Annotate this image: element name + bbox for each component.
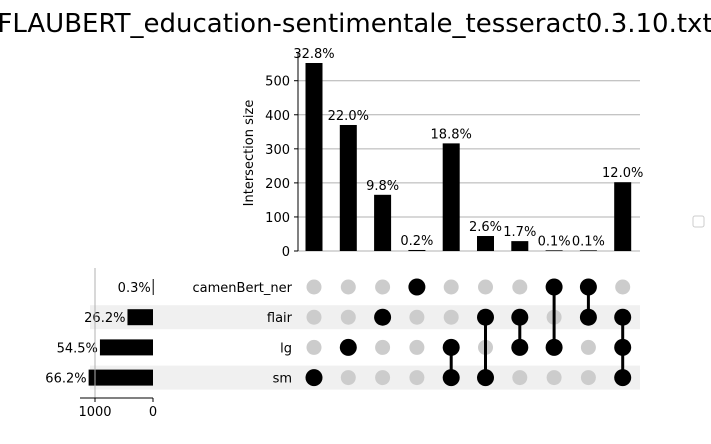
intersection-bar — [614, 182, 632, 251]
inactive-dot — [443, 279, 459, 295]
set-size-bar — [152, 279, 154, 295]
inactive-dot — [409, 339, 425, 355]
y-tick-label: 0 — [282, 245, 290, 260]
bar-percent-label: 12.0% — [602, 166, 643, 181]
active-dot — [374, 308, 392, 326]
y-axis-label: Intersection size — [242, 100, 257, 207]
intersection-bar — [339, 124, 357, 251]
set-size-bar — [99, 339, 153, 356]
inactive-dot — [512, 370, 528, 386]
active-dot — [408, 278, 426, 296]
set-size-percent-label: 54.5% — [57, 341, 98, 356]
intersection-bar — [442, 143, 460, 251]
inactive-dot — [512, 279, 528, 295]
intersection-bar — [545, 250, 563, 251]
y-tick-label: 400 — [265, 109, 290, 124]
set-label: lg — [280, 341, 292, 356]
set-label: camenBert_ner — [193, 281, 293, 296]
inactive-dot — [306, 279, 322, 295]
set-size-percent-label: 26.2% — [84, 311, 125, 326]
active-dot — [339, 338, 357, 356]
inactive-dot — [375, 370, 391, 386]
inactive-dot — [306, 309, 322, 325]
inactive-dot — [375, 339, 391, 355]
intersection-bar — [579, 250, 597, 251]
intersection-bar — [511, 241, 529, 251]
set-size-tick-label: 1000 — [78, 405, 111, 420]
bar-percent-label: 2.6% — [469, 220, 502, 235]
inactive-dot — [306, 339, 322, 355]
set-size-bar — [127, 309, 153, 326]
set-size-percent-label: 0.3% — [118, 281, 151, 296]
inactive-dot — [340, 279, 356, 295]
intersection-bar — [408, 249, 426, 251]
set-size-bar — [88, 369, 153, 386]
bar-percent-label: 0.1% — [538, 234, 571, 249]
inactive-dot — [478, 279, 493, 295]
active-dot — [305, 369, 323, 387]
intersection-bar — [477, 236, 494, 251]
set-size-tick-label: 0 — [149, 405, 157, 420]
y-tick-label: 200 — [265, 177, 290, 192]
bar-percent-label: 22.0% — [328, 109, 369, 124]
inactive-dot — [409, 370, 425, 386]
intersection-bar — [374, 194, 392, 251]
set-label: flair — [267, 311, 293, 326]
inactive-dot — [340, 309, 356, 325]
intersection-bar — [305, 63, 323, 251]
chart-title: FLAUBERT_education-sentimentale_tesserac… — [0, 9, 711, 39]
intersection-bars: 32.8%22.0%9.8%0.2%18.8%2.6% 1.7%0.1% 0.1%1… — [293, 47, 643, 251]
inactive-dot — [340, 370, 356, 386]
bar-percent-label: 32.8% — [293, 47, 334, 62]
y-axis: 0 100 200 300 400 500 — [265, 52, 299, 260]
y-tick-label: 100 — [265, 211, 290, 226]
y-tick-label: 300 — [265, 143, 290, 158]
intersection-matrix — [305, 278, 632, 387]
bar-percent-label: 1.7% — [503, 225, 536, 240]
y-tick-label: 500 — [265, 75, 290, 90]
bar-percent-label: 0.1% — [572, 234, 605, 249]
bar-percent-label: 9.8% — [366, 179, 399, 194]
bar-percent-label: 0.2% — [400, 234, 433, 249]
inactive-dot — [375, 279, 391, 295]
inactive-dot — [580, 339, 596, 355]
inactive-dot — [615, 279, 631, 295]
inactive-dot — [409, 309, 425, 325]
inactive-dot — [580, 370, 596, 386]
inactive-dot — [546, 370, 562, 386]
legend-box — [692, 215, 705, 228]
bar-percent-label: 18.8% — [431, 127, 472, 142]
inactive-dot — [443, 309, 459, 325]
set-label: sm — [273, 372, 292, 387]
set-size-bars: 0.3% 26.2% 54.5% 66.2% 1000 0 — [45, 268, 157, 420]
set-size-percent-label: 66.2% — [45, 372, 86, 387]
